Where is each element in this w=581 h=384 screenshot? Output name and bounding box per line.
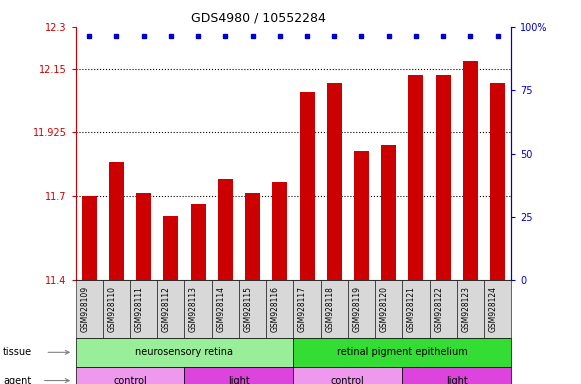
Text: retinal pigment epithelium: retinal pigment epithelium: [337, 347, 468, 358]
Text: GSM928110: GSM928110: [107, 286, 116, 332]
Text: GSM928123: GSM928123: [461, 286, 471, 332]
Bar: [136, 193, 151, 280]
Text: GDS4980 / 10552284: GDS4980 / 10552284: [191, 12, 326, 25]
Text: tissue: tissue: [3, 347, 32, 358]
Text: GSM928118: GSM928118: [325, 286, 334, 332]
Text: control: control: [331, 376, 365, 384]
Text: GSM928120: GSM928120: [380, 286, 389, 332]
Bar: [82, 196, 96, 280]
Text: GSM928112: GSM928112: [162, 286, 171, 332]
Text: GSM928109: GSM928109: [80, 286, 89, 332]
Bar: [109, 162, 124, 280]
Bar: [408, 75, 424, 280]
Text: GSM928117: GSM928117: [298, 286, 307, 332]
Text: GSM928114: GSM928114: [216, 286, 225, 332]
Text: GSM928113: GSM928113: [189, 286, 198, 332]
Text: control: control: [113, 376, 147, 384]
Text: agent: agent: [3, 376, 31, 384]
Bar: [354, 151, 369, 280]
Bar: [245, 193, 260, 280]
Bar: [381, 145, 396, 280]
Text: neurosensory retina: neurosensory retina: [135, 347, 234, 358]
Text: GSM928122: GSM928122: [434, 286, 443, 332]
Bar: [436, 75, 451, 280]
Text: GSM928111: GSM928111: [135, 286, 144, 332]
Text: GSM928121: GSM928121: [407, 286, 416, 332]
Bar: [218, 179, 233, 280]
Bar: [300, 92, 314, 280]
Bar: [327, 83, 342, 280]
Bar: [463, 61, 478, 280]
Text: GSM928116: GSM928116: [271, 286, 280, 332]
Bar: [272, 182, 287, 280]
Text: light: light: [446, 376, 468, 384]
Text: GSM928124: GSM928124: [489, 286, 498, 332]
Text: GSM928119: GSM928119: [353, 286, 361, 332]
Bar: [191, 204, 206, 280]
Text: light: light: [228, 376, 250, 384]
Bar: [163, 215, 178, 280]
Bar: [490, 83, 505, 280]
Text: GSM928115: GSM928115: [243, 286, 253, 332]
